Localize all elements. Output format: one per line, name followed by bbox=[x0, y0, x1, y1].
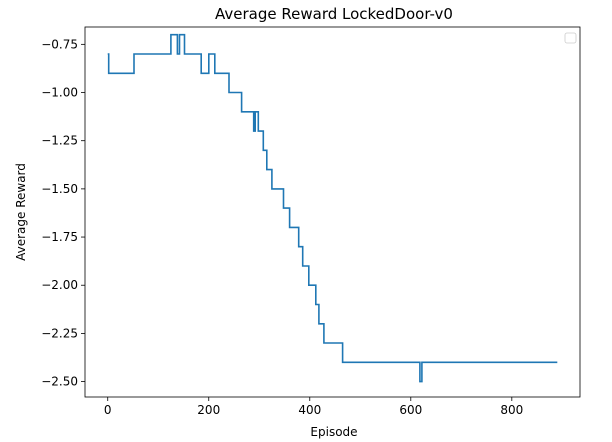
y-tick-label: −1.50 bbox=[41, 182, 78, 196]
y-tick-label: −2.50 bbox=[41, 375, 78, 389]
x-tick-label: 200 bbox=[197, 403, 220, 417]
x-axis: 0 200 400 600 800 bbox=[104, 397, 523, 417]
y-tick-label: −1.75 bbox=[41, 230, 78, 244]
chart-title: Average Reward LockedDoor-v0 bbox=[215, 5, 453, 23]
legend-box bbox=[564, 32, 577, 44]
y-axis: −0.75 −1.00 −1.25 −1.50 −1.75 −2.00 −2.25 −2.50 bbox=[41, 37, 85, 389]
x-axis-title: Episode bbox=[310, 425, 357, 439]
y-tick-label: −0.75 bbox=[41, 37, 78, 51]
x-tick-label: 800 bbox=[500, 403, 523, 417]
plot-area bbox=[85, 27, 580, 397]
y-tick-label: −2.25 bbox=[41, 326, 78, 340]
y-tick-label: −1.25 bbox=[41, 134, 78, 148]
series-line bbox=[107, 33, 558, 383]
y-tick-label: −1.00 bbox=[41, 86, 78, 100]
y-tick-label: −2.00 bbox=[41, 278, 78, 292]
y-axis-title: Average Reward bbox=[14, 163, 28, 261]
x-tick-label: 0 bbox=[104, 403, 112, 417]
plot-frame bbox=[84, 26, 581, 398]
x-tick-label: 600 bbox=[399, 403, 422, 417]
series-layer bbox=[107, 33, 558, 383]
x-tick-label: 400 bbox=[298, 403, 321, 417]
